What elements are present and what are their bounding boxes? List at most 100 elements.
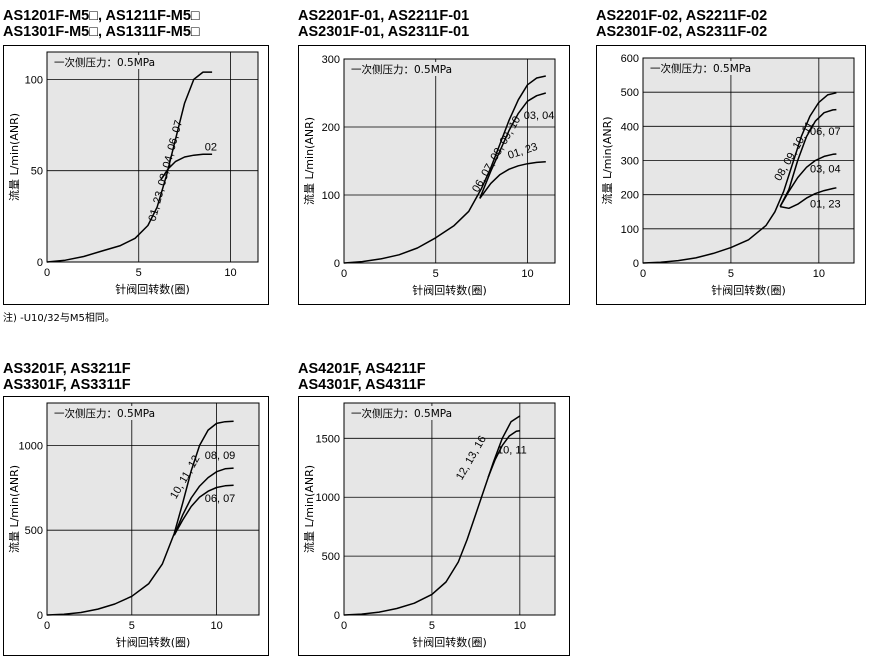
chart-title-line: AS2201F-01, AS2211F-01 xyxy=(298,8,470,24)
x-axis-label: 针阀回转数(圈) xyxy=(711,283,786,297)
y-tick-label: 400 xyxy=(621,121,639,133)
annotation-bg xyxy=(648,61,756,75)
y-tick-label: 300 xyxy=(621,156,639,168)
y-tick-label: 0 xyxy=(37,257,43,269)
annotation-text: 一次侧压力：0.5MPa xyxy=(54,407,155,420)
chart-title-line: AS4301F, AS4311F xyxy=(298,377,426,393)
y-tick-label: 0 xyxy=(633,258,639,270)
x-tick-label: 5 xyxy=(429,620,435,632)
x-tick-label: 0 xyxy=(341,620,347,632)
y-tick-label: 0 xyxy=(334,258,340,270)
pressure-annotation: 一次侧压力：0.5MPa xyxy=(349,62,457,76)
x-axis-label: 针阀回转数(圈) xyxy=(115,282,190,296)
x-tick-label: 0 xyxy=(341,268,347,280)
y-tick-label: 500 xyxy=(621,87,639,99)
x-tick-label: 5 xyxy=(433,268,439,280)
series-line xyxy=(779,153,837,207)
chart-title-line: AS3201F, AS3211F xyxy=(3,361,131,377)
series-line xyxy=(46,71,213,263)
plot-area xyxy=(343,402,556,616)
pressure-annotation: 一次侧压力：0.5MPa xyxy=(648,61,756,75)
series-line xyxy=(479,160,546,199)
y-tick-label: 500 xyxy=(322,551,340,563)
annotation-bg xyxy=(349,62,457,76)
y-tick-label: 200 xyxy=(621,190,639,202)
series-line xyxy=(642,92,837,264)
y-tick-label: 100 xyxy=(621,224,639,236)
series-label: 03, 04 xyxy=(524,110,555,122)
series-line xyxy=(479,92,547,199)
annotation-text: 一次侧压力：0.5MPa xyxy=(54,56,155,69)
chart-title: AS2201F-02, AS2211F-02 AS2301F-02, AS2311… xyxy=(596,8,767,40)
chart-title-line: AS1301F-M5□, AS1311F-M5□ xyxy=(3,24,200,40)
chart-title: AS4201F, AS4211F AS4301F, AS4311F xyxy=(298,361,426,393)
series-line xyxy=(779,187,837,210)
plot-area xyxy=(46,402,260,616)
series-label: 06, 07 xyxy=(810,126,841,138)
x-tick-label: 0 xyxy=(44,267,50,279)
chart-title: AS1201F-M5□, AS1211F-M5□ AS1301F-M5□, AS1… xyxy=(3,8,200,40)
chart-title-line: AS3301F, AS3311F xyxy=(3,377,131,393)
y-tick-label: 100 xyxy=(25,74,43,86)
annotation-text: 一次侧压力：0.5MPa xyxy=(351,407,452,420)
chart-title-line: AS4201F, AS4211F xyxy=(298,361,426,377)
series-label: 06, 07 xyxy=(205,493,236,505)
x-tick-label: 0 xyxy=(640,268,646,280)
chart-title-line: AS2301F-01, AS2311F-01 xyxy=(298,24,470,40)
y-tick-label: 500 xyxy=(25,525,43,537)
chart-title: AS3201F, AS3211F AS3301F, AS3311F xyxy=(3,361,131,393)
annotation-bg xyxy=(52,55,160,69)
x-tick-label: 10 xyxy=(224,267,236,279)
x-axis-label: 针阀回转数(圈) xyxy=(412,635,487,649)
y-tick-label: 1500 xyxy=(316,433,340,445)
x-axis-label: 针阀回转数(圈) xyxy=(412,283,487,297)
annotation-text: 一次侧压力：0.5MPa xyxy=(650,62,751,75)
series-line xyxy=(487,429,520,478)
y-tick-label: 300 xyxy=(322,54,340,66)
pressure-annotation: 一次侧压力：0.5MPa xyxy=(52,55,160,69)
series-line xyxy=(160,153,213,181)
chart-title: AS2201F-01, AS2211F-01 AS2301F-01, AS2311… xyxy=(298,8,469,40)
series-label: 01, 23 xyxy=(810,199,841,211)
y-tick-label: 100 xyxy=(322,190,340,202)
series-line xyxy=(343,75,546,264)
chart-title-line: AS2201F-02, AS2211F-02 xyxy=(596,8,768,24)
series-line xyxy=(173,467,234,536)
pressure-annotation: 一次侧压力：0.5MPa xyxy=(349,406,457,420)
chart-title-line: AS1201F-M5□, AS1211F-M5□ xyxy=(3,8,200,24)
x-tick-label: 5 xyxy=(136,267,142,279)
x-tick-label: 10 xyxy=(813,268,825,280)
y-tick-label: 0 xyxy=(37,610,43,622)
series-label: 10, 11 xyxy=(497,445,527,457)
x-tick-label: 5 xyxy=(728,268,734,280)
footnote: 注) -U10/32与M5相同。 xyxy=(3,313,115,324)
annotation-bg xyxy=(349,406,457,420)
x-tick-label: 10 xyxy=(514,620,526,632)
series-label: 08, 09 xyxy=(205,450,236,462)
series-label: 03, 04 xyxy=(810,163,841,175)
series-line xyxy=(46,420,234,616)
annotation-bg xyxy=(52,406,160,420)
y-tick-label: 1000 xyxy=(316,492,340,504)
x-axis-label: 针阀回转数(圈) xyxy=(116,635,191,649)
y-axis-label: 流量 L/min(ANR) xyxy=(600,116,614,204)
y-tick-label: 0 xyxy=(334,610,340,622)
plot-area xyxy=(46,51,259,263)
x-tick-label: 5 xyxy=(129,620,135,632)
series-label: 02 xyxy=(205,142,217,154)
y-tick-label: 50 xyxy=(31,166,43,178)
y-tick-label: 600 xyxy=(621,53,639,65)
y-tick-label: 200 xyxy=(322,122,340,134)
pressure-annotation: 一次侧压力：0.5MPa xyxy=(52,406,160,420)
chart-title-line: AS2301F-02, AS2311F-02 xyxy=(596,24,768,40)
x-tick-label: 0 xyxy=(44,620,50,632)
y-axis-label: 流量 L/min(ANR) xyxy=(302,465,316,553)
y-axis-label: 流量 L/min(ANR) xyxy=(7,465,21,553)
y-axis-label: 流量 L/min(ANR) xyxy=(7,113,21,201)
x-tick-label: 10 xyxy=(210,620,222,632)
